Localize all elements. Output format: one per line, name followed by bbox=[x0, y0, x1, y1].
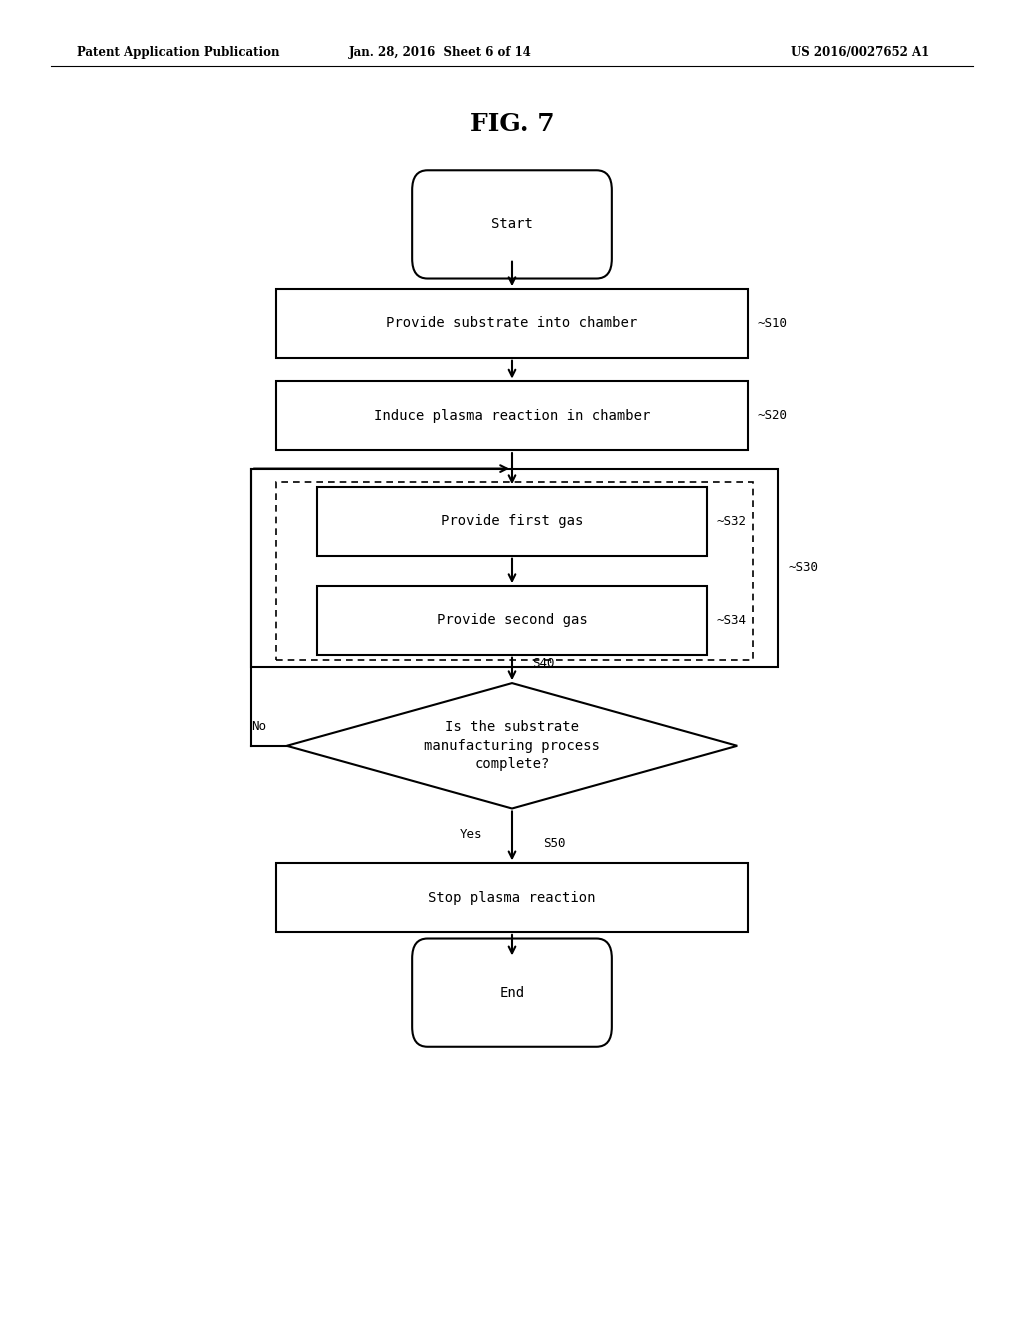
Bar bbox=[276, 381, 748, 450]
Bar bbox=[276, 863, 748, 932]
Bar bbox=[317, 487, 707, 556]
Text: ~S34: ~S34 bbox=[717, 614, 746, 627]
Text: Is the substrate
manufacturing process
complete?: Is the substrate manufacturing process c… bbox=[424, 721, 600, 771]
Text: Induce plasma reaction in chamber: Induce plasma reaction in chamber bbox=[374, 409, 650, 422]
Bar bbox=[276, 482, 753, 660]
Text: No: No bbox=[251, 719, 266, 733]
Bar bbox=[276, 289, 748, 358]
Text: Provide substrate into chamber: Provide substrate into chamber bbox=[386, 317, 638, 330]
Text: FIG. 7: FIG. 7 bbox=[470, 112, 554, 136]
Text: S50: S50 bbox=[543, 837, 565, 850]
Text: Provide first gas: Provide first gas bbox=[440, 515, 584, 528]
Text: End: End bbox=[500, 986, 524, 999]
Text: Start: Start bbox=[492, 218, 532, 231]
Text: Jan. 28, 2016  Sheet 6 of 14: Jan. 28, 2016 Sheet 6 of 14 bbox=[349, 46, 531, 59]
Text: Provide second gas: Provide second gas bbox=[436, 614, 588, 627]
Text: Stop plasma reaction: Stop plasma reaction bbox=[428, 891, 596, 904]
Text: ~S32: ~S32 bbox=[717, 515, 746, 528]
Text: Yes: Yes bbox=[460, 829, 482, 841]
Bar bbox=[251, 469, 778, 667]
Text: US 2016/0027652 A1: US 2016/0027652 A1 bbox=[791, 46, 930, 59]
Text: S40: S40 bbox=[532, 657, 555, 671]
Text: ~S10: ~S10 bbox=[758, 317, 787, 330]
Bar bbox=[317, 586, 707, 655]
Text: ~S30: ~S30 bbox=[788, 561, 818, 574]
Text: ~S20: ~S20 bbox=[758, 409, 787, 422]
Text: Patent Application Publication: Patent Application Publication bbox=[77, 46, 280, 59]
